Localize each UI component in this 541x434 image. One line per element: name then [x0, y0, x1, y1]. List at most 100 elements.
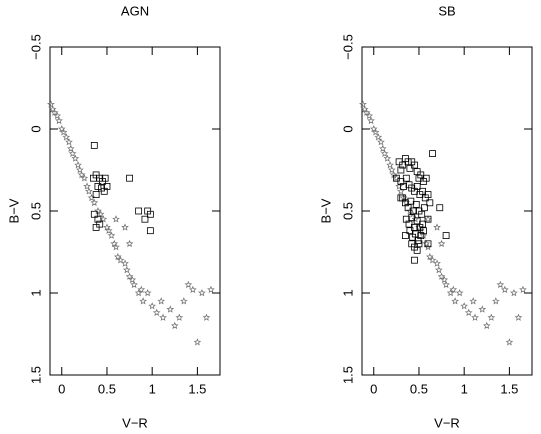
square-point	[412, 201, 420, 208]
star-point	[428, 256, 437, 264]
plot-frame	[49, 46, 221, 376]
star-point	[367, 116, 375, 125]
square-point	[141, 215, 149, 223]
square-point	[420, 227, 427, 235]
y-tick-label: 0	[28, 125, 43, 132]
star-point	[123, 265, 131, 274]
star-point	[68, 149, 77, 157]
square-point	[429, 150, 436, 158]
square-point	[90, 210, 98, 218]
star-point	[107, 231, 116, 239]
square-point	[402, 232, 409, 240]
star-point	[121, 259, 129, 267]
star-point	[113, 252, 122, 261]
star-point	[74, 161, 82, 169]
star-point	[148, 302, 157, 310]
star-point	[464, 308, 473, 316]
star-point	[139, 297, 147, 305]
square-point	[146, 227, 154, 235]
x-tick-label: 0	[58, 381, 65, 396]
star-point	[397, 187, 405, 195]
star-point	[371, 128, 380, 136]
square-point	[424, 240, 432, 248]
star-point	[157, 297, 166, 305]
star-point	[387, 165, 396, 174]
square-point	[92, 223, 100, 231]
star-point	[77, 170, 86, 179]
star-point	[59, 128, 68, 136]
x-axis-label: V−R	[434, 415, 460, 430]
square-point	[413, 182, 421, 190]
star-point	[365, 111, 374, 120]
star-point	[460, 302, 469, 310]
star-point	[66, 144, 75, 152]
star-point	[75, 165, 84, 174]
star-point	[519, 285, 527, 293]
x-tick-label: 1.5	[500, 381, 518, 396]
star-point	[184, 280, 193, 289]
y-tick-label: 1	[28, 289, 43, 296]
star-point	[112, 243, 120, 251]
square-point	[94, 215, 102, 223]
star-point	[134, 288, 143, 297]
star-point	[55, 116, 63, 125]
square-point	[392, 174, 400, 182]
star-point	[374, 133, 383, 141]
star-point	[103, 223, 111, 231]
star-point	[110, 239, 119, 248]
star-point	[471, 313, 479, 321]
star-point	[170, 321, 179, 330]
star-point	[179, 297, 188, 305]
star-point	[50, 108, 59, 116]
star-point	[446, 288, 455, 297]
star-point	[478, 305, 487, 313]
star-point	[57, 124, 66, 133]
square-point	[410, 207, 417, 215]
star-point	[130, 280, 138, 289]
square-point	[397, 194, 405, 202]
star-point	[437, 239, 446, 248]
square-point	[413, 246, 421, 254]
y-tick-label: −0.5	[340, 34, 355, 60]
square-point	[402, 174, 410, 182]
square-point	[415, 240, 423, 248]
star-point	[451, 297, 459, 305]
y-tick-label: 1	[340, 289, 355, 296]
star-point	[71, 154, 80, 162]
star-point	[455, 288, 464, 297]
star-point	[510, 288, 518, 297]
y-tick-label: −0.5	[28, 34, 43, 60]
star-point	[433, 223, 441, 231]
star-point	[440, 275, 449, 284]
star-point	[85, 187, 93, 195]
star-point	[104, 226, 113, 234]
plot-frame	[361, 46, 533, 376]
square-point	[419, 220, 426, 228]
star-point	[514, 313, 523, 321]
star-point	[437, 272, 446, 280]
star-point	[53, 111, 62, 120]
panel-title: SB	[438, 3, 455, 18]
star-point	[121, 223, 129, 231]
square-point	[420, 204, 428, 212]
star-point	[435, 265, 443, 274]
star-point	[482, 321, 491, 330]
square-point	[92, 191, 100, 199]
star-point	[83, 182, 91, 190]
star-point	[359, 100, 367, 108]
star-point	[505, 338, 514, 346]
panel-title: AGN	[121, 3, 149, 18]
star-point	[193, 338, 202, 346]
star-point	[360, 105, 369, 113]
star-point	[406, 206, 414, 215]
star-point	[422, 239, 431, 248]
star-point	[80, 174, 89, 182]
star-point	[496, 280, 505, 289]
square-point	[103, 182, 111, 190]
square-point	[442, 232, 450, 240]
square-point	[436, 204, 444, 212]
star-point	[159, 313, 167, 321]
star-point	[377, 138, 385, 146]
star-point	[383, 154, 392, 162]
square-point	[411, 161, 418, 169]
